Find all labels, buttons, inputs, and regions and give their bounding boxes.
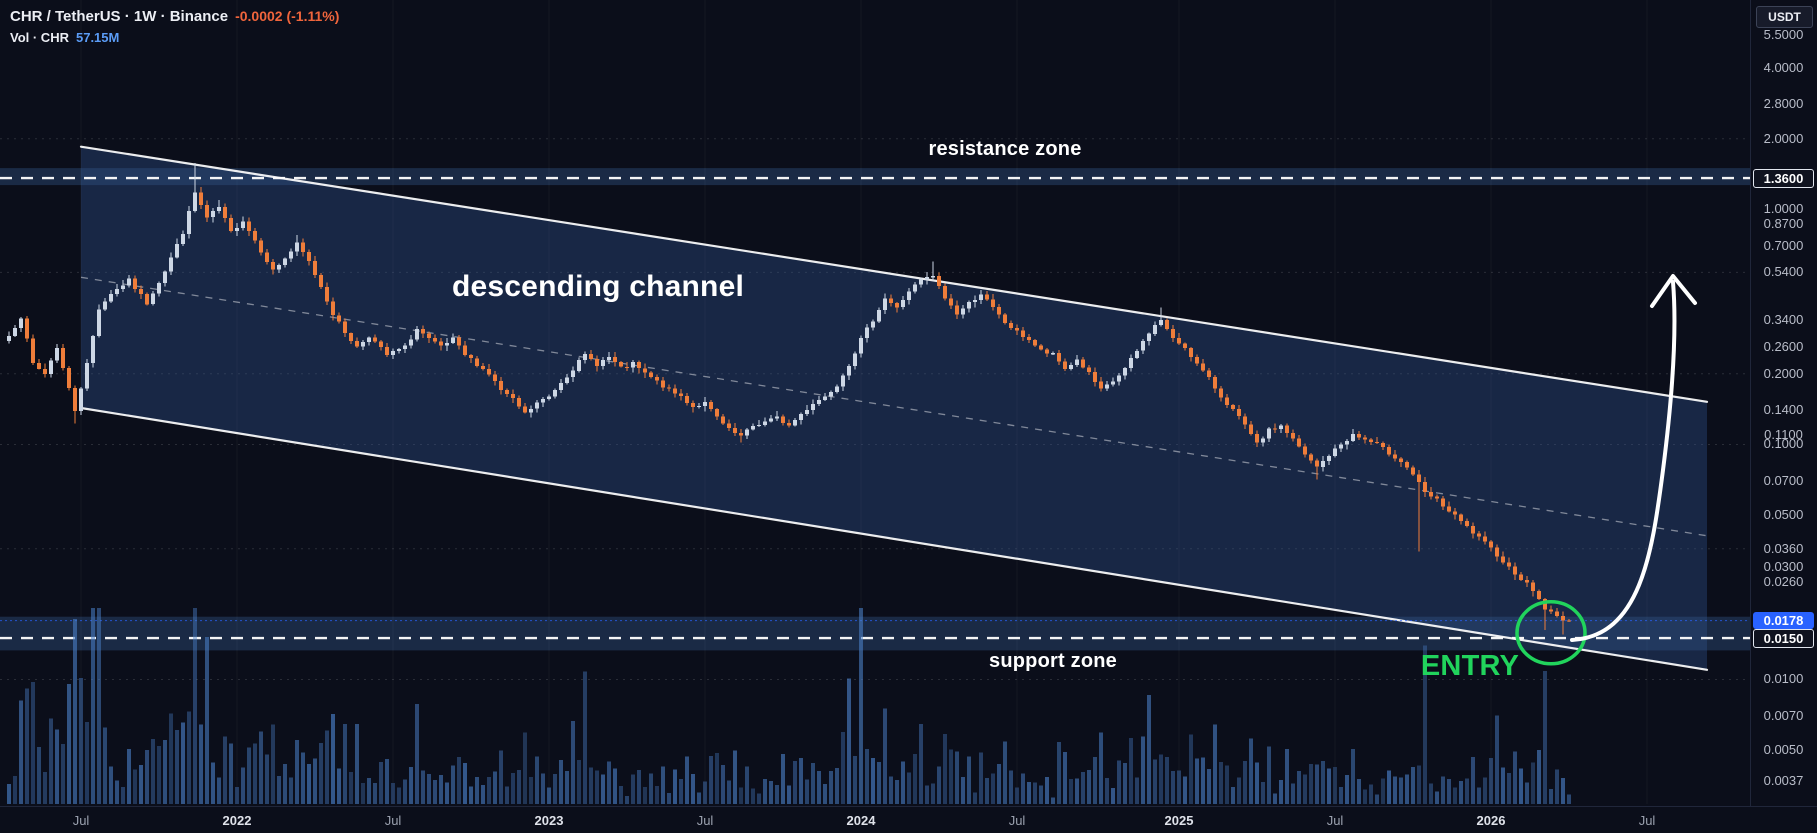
price-tick-label: 0.0500 <box>1763 507 1804 522</box>
price-tick-label: 0.0700 <box>1763 473 1804 488</box>
price-tick-label: 0.0100 <box>1763 671 1804 686</box>
price-tick-label: 0.0260 <box>1763 574 1804 589</box>
price-tick-label: 0.8700 <box>1763 216 1804 231</box>
time-tick-label: Jul <box>1008 813 1026 828</box>
time-tick-label: 2023 <box>534 813 564 828</box>
support-zone-label[interactable]: support zone <box>989 650 1117 672</box>
level-price-label: 0.0150 <box>1753 629 1814 648</box>
symbol-title[interactable]: CHR / TetherUS · 1W · Binance <box>10 8 229 25</box>
price-tick-label: 0.2600 <box>1763 339 1804 354</box>
descending-channel-drawing[interactable] <box>79 145 1709 671</box>
projection-arrow[interactable] <box>1570 280 1677 642</box>
price-tick-label: 0.7000 <box>1763 238 1804 253</box>
time-tick-label: Jul <box>696 813 714 828</box>
entry-label[interactable]: ENTRY <box>1420 650 1520 682</box>
price-tick-label: 4.0000 <box>1763 60 1804 75</box>
entry-circle[interactable] <box>1515 600 1587 666</box>
time-tick-label: 2022 <box>222 813 252 828</box>
price-tick-label: 0.0050 <box>1763 742 1804 757</box>
chart-background <box>0 0 1750 806</box>
price-tick-label: 0.2000 <box>1763 366 1804 381</box>
resistance-zone-band <box>0 168 1750 186</box>
price-tick-label: 0.0070 <box>1763 708 1804 723</box>
time-tick-label: Jul <box>72 813 90 828</box>
trade-drawings[interactable] <box>1515 274 1697 666</box>
price-tick-label: 0.5400 <box>1763 264 1804 279</box>
price-tick-label: 0.3400 <box>1763 312 1804 327</box>
currency-toggle-button[interactable]: USDT <box>1756 6 1813 28</box>
time-axis[interactable]: Jul 2022 Jul 2023 Jul 2024 Jul 2025 Jul 2026 Jul <box>0 806 1817 833</box>
time-tick-label: Jul <box>1638 813 1656 828</box>
price-tick-label: 0.0300 <box>1763 559 1804 574</box>
price-tick-label: 1.0000 <box>1763 201 1804 216</box>
time-tick-label: 2026 <box>1476 813 1506 828</box>
time-tick-label: 2025 <box>1164 813 1194 828</box>
time-tick-label: Jul <box>384 813 402 828</box>
chart-canvas[interactable] <box>0 0 1750 806</box>
price-axis[interactable]: USDT 5.5000 4.0000 2.8000 2.0000 1.3600 1.000… <box>1750 0 1817 806</box>
support-zone-band <box>0 616 1750 651</box>
candlesticks <box>6 162 1572 635</box>
price-tick-label: 0.1400 <box>1763 402 1804 417</box>
resistance-zone-label[interactable]: resistance zone <box>928 138 1082 160</box>
price-tick-label: 0.0360 <box>1763 541 1804 556</box>
current-price-label: 0.0178 <box>1753 612 1814 629</box>
price-change: -0.0002 (-1.11%) <box>235 8 340 24</box>
price-tick-label: 2.0000 <box>1763 131 1804 146</box>
time-tick-label: Jul <box>1326 813 1344 828</box>
level-lines[interactable] <box>0 176 1750 640</box>
projection-arrow-head <box>1650 274 1697 308</box>
volume-value: 57.15M <box>75 30 120 45</box>
time-tick-label: 2024 <box>846 813 876 828</box>
price-tick-label: 0.1000 <box>1763 436 1804 451</box>
descending-channel-label[interactable]: descending channel <box>452 270 744 303</box>
volume-label[interactable]: Vol · CHR <box>10 30 69 45</box>
symbol-legend: CHR / TetherUS · 1W · Binance -0.0002 (-1… <box>10 8 339 45</box>
price-zones <box>0 168 1750 651</box>
price-tick-label: 2.8000 <box>1763 96 1804 111</box>
volume-bars <box>6 608 1572 804</box>
price-tick-label: 5.5000 <box>1763 27 1804 42</box>
level-price-label: 1.3600 <box>1753 169 1814 188</box>
price-tick-label: 0.1100 <box>1764 427 1803 442</box>
price-tick-label: 0.0037 <box>1763 773 1804 788</box>
